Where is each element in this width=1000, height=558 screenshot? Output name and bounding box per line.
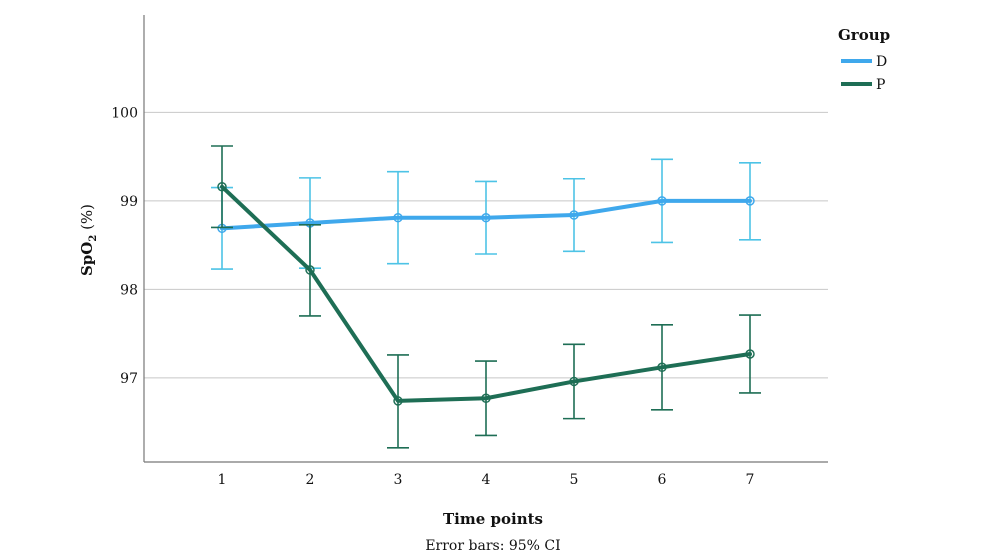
x-tick-label-3: 3 xyxy=(394,472,403,488)
x-tick-label-2: 2 xyxy=(306,472,315,488)
series-p-point-4 xyxy=(481,393,491,404)
x-tick-labels: 1 2 3 4 5 6 7 xyxy=(218,472,755,488)
series-d-point-3 xyxy=(393,212,403,223)
series-p-point-7 xyxy=(745,349,755,359)
y-tick-label-97: 97 xyxy=(120,371,138,387)
x-tick-label-7: 7 xyxy=(746,472,755,488)
series-p-point-3 xyxy=(393,396,403,406)
series-p-point-5 xyxy=(569,376,579,387)
legend-label-d: D xyxy=(876,54,887,70)
series-d-point-4 xyxy=(481,212,491,223)
legend: Group D P xyxy=(838,26,890,93)
series-d-point-5 xyxy=(569,210,579,220)
x-tick-label-1: 1 xyxy=(218,472,227,488)
y-axis-title-subscript: 2 xyxy=(88,235,99,242)
y-tick-label-100: 100 xyxy=(111,105,138,121)
series-p-line xyxy=(220,184,752,403)
series-d-point-7 xyxy=(745,196,755,206)
error-bar-note: Error bars: 95% CI xyxy=(425,538,560,554)
series-d-line xyxy=(220,198,752,231)
series-p xyxy=(211,145,761,449)
legend-label-p: P xyxy=(876,77,885,93)
x-tick-label-6: 6 xyxy=(658,472,667,488)
x-tick-label-4: 4 xyxy=(482,472,491,488)
y-axis-title-suffix: (%) xyxy=(78,204,96,235)
series-p-point-1 xyxy=(217,181,227,192)
y-axis-title: SpO2 (%) xyxy=(78,204,99,276)
y-axis-title-main: SpO xyxy=(78,242,96,276)
y-tick-labels: 97 98 99 100 xyxy=(111,105,138,387)
legend-title: Group xyxy=(838,26,890,44)
x-tick-label-5: 5 xyxy=(570,472,579,488)
series-p-point-6 xyxy=(657,362,667,373)
y-tick-label-99: 99 xyxy=(120,194,138,210)
series-d-point-6 xyxy=(657,196,667,206)
x-axis-title: Time points xyxy=(443,510,543,528)
series-group xyxy=(211,145,761,449)
series-d xyxy=(211,158,761,270)
series-p-point-2 xyxy=(305,265,315,275)
y-tick-label-98: 98 xyxy=(120,282,138,298)
